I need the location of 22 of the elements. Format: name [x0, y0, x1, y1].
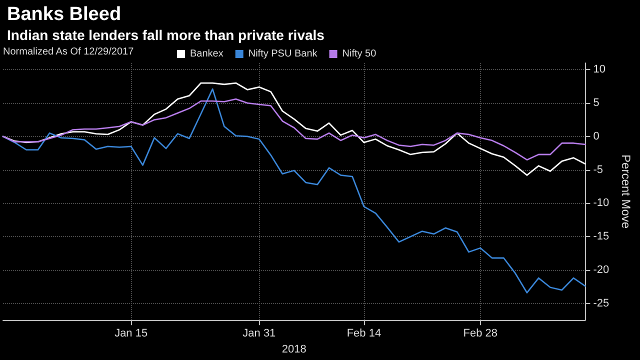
y-axis-title: Percent Move: [619, 154, 633, 229]
line-series: [2, 82, 586, 176]
legend-title: Normalized As Of 12/29/2017: [3, 46, 134, 58]
y-tick-label: 5: [593, 97, 600, 110]
x-tick-label: Feb 28: [463, 328, 498, 340]
chart-title: Banks Bleed: [7, 4, 122, 25]
y-tick-label: -15: [593, 230, 610, 243]
x-tick-label: Jan 31: [242, 328, 276, 340]
y-tick-label: -5: [593, 164, 603, 176]
y-tick-label: -25: [593, 297, 610, 310]
x-tick-label: Jan 15: [114, 328, 148, 340]
legend-label: Nifty 50: [342, 48, 377, 60]
x-axis-title: 2018: [282, 344, 306, 356]
chart-subtitle: Indian state lenders fall more than private rivals: [7, 27, 325, 43]
legend-label: Bankex: [190, 48, 224, 60]
y-tick-label: -20: [593, 264, 610, 276]
legend-label: Nifty PSU Bank: [248, 48, 318, 60]
line-series: [2, 98, 586, 161]
y-tick-label: 10: [593, 64, 606, 76]
x-tick-label: Feb 14: [346, 328, 382, 340]
y-tick-label: 0: [593, 130, 600, 142]
y-tick-label: -10: [593, 197, 610, 210]
